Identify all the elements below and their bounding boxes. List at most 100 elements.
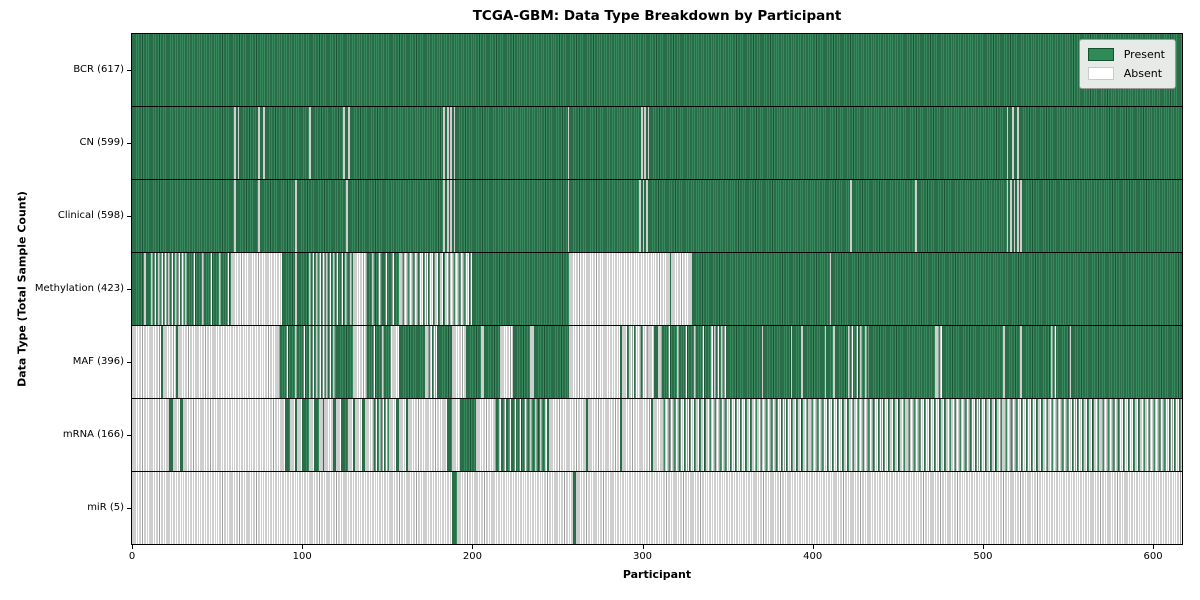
segment-cn-127-128 (348, 107, 351, 179)
segment-methylation-411-617 (831, 253, 1182, 325)
segment-mrna-97-100 (297, 399, 303, 471)
segment-cn-78-104 (264, 107, 310, 179)
segment-mrna-267-268 (586, 399, 589, 471)
segment-cn-256-257 (567, 107, 570, 179)
row-maf (132, 325, 1182, 398)
segment-maf-130-137 (353, 326, 366, 398)
segment-methylation-11-31 (150, 253, 186, 325)
segment-mrna-90-93 (285, 399, 291, 471)
segment-clinical-74-75 (257, 180, 260, 252)
segment-maf-407-408 (824, 326, 827, 398)
x-tick-label-100: 100 (292, 551, 312, 562)
segment-mrna-96-97 (295, 399, 298, 471)
segment-maf-512-513 (1003, 326, 1006, 398)
row-clinical (132, 179, 1182, 252)
segment-clinical-127-183 (348, 180, 444, 252)
segment-mrna-118-120 (332, 399, 337, 471)
segment-clinical-75-96 (259, 180, 296, 252)
segment-maf-257-287 (569, 326, 621, 398)
segment-cn-77-78 (263, 107, 266, 179)
segment-methylation-7-8 (143, 253, 146, 325)
segment-cn-104-105 (308, 107, 311, 179)
x-tick-mark-500 (982, 545, 984, 549)
segment-maf-387-388 (790, 326, 793, 398)
legend-label-present: Present (1123, 48, 1165, 61)
segment-cn-518-520 (1013, 107, 1018, 179)
segment-maf-513-522 (1005, 326, 1021, 398)
segment-mrna-202-213 (475, 399, 495, 471)
legend-label-absent: Absent (1123, 67, 1163, 80)
segment-mir-0-188 (132, 472, 453, 544)
x-axis-label: Participant (622, 568, 692, 581)
segment-mrna-306-310 (652, 399, 660, 471)
segment-cn-125-127 (344, 107, 349, 179)
segment-maf-544-551 (1057, 326, 1070, 398)
legend: Present Absent (1078, 39, 1176, 89)
segment-maf-394-407 (802, 326, 825, 398)
segment-bcr-0-617 (132, 34, 1182, 106)
segment-methylation-200-257 (472, 253, 570, 325)
segment-clinical-188-189 (451, 180, 454, 252)
segment-mrna-287-288 (620, 399, 623, 471)
segment-cn-185-186 (446, 107, 449, 179)
row-methylation (132, 252, 1182, 325)
segment-mrna-162-185 (407, 399, 448, 471)
segment-cn-75-77 (259, 107, 264, 179)
x-tick-label-400: 400 (803, 551, 823, 562)
segment-mrna-22-24 (169, 399, 174, 471)
segment-clinical-517-518 (1011, 180, 1014, 252)
segment-mrna-30-90 (183, 399, 286, 471)
segment-mir-259-261 (572, 472, 577, 544)
segment-maf-216-224 (499, 326, 514, 398)
segment-mir-191-259 (457, 472, 574, 544)
y-tick-label-bcr: BCR (617) (73, 63, 124, 75)
segment-mrna-0-22 (132, 399, 170, 471)
y-tick-label-maf: MAF (396) (72, 356, 124, 368)
segment-mir-261-617 (576, 472, 1182, 544)
segment-cn-0-60 (132, 107, 235, 179)
segment-cn-520-521 (1016, 107, 1019, 179)
segment-methylation-329-410 (691, 253, 830, 325)
segment-mrna-213-245 (494, 399, 550, 471)
plot-area: Present Absent (131, 33, 1183, 545)
segment-clinical-97-126 (297, 180, 347, 252)
segment-cn-302-303 (645, 107, 648, 179)
segment-clinical-519-520 (1015, 180, 1018, 252)
segment-clinical-422-423 (850, 180, 853, 252)
segment-clinical-301-302 (644, 180, 647, 252)
segment-clinical-520-521 (1016, 180, 1019, 252)
segment-maf-413-421 (834, 326, 849, 398)
segment-clinical-184-185 (445, 180, 448, 252)
segment-methylation-31-58 (184, 253, 231, 325)
segment-maf-288-303 (622, 326, 648, 398)
y-tick-label-mir: miR (5) (87, 502, 124, 514)
segment-clinical-299-300 (640, 180, 643, 252)
segment-cn-517-518 (1011, 107, 1014, 179)
heatmap-rows (132, 34, 1182, 544)
segment-mrna-28-30 (179, 399, 184, 471)
segment-cn-124-125 (343, 107, 346, 179)
segment-maf-551-552 (1069, 326, 1072, 398)
segment-clinical-189-190 (453, 180, 456, 252)
y-tick-label-clinical: Clinical (598) (57, 209, 124, 221)
segment-cn-304-514 (649, 107, 1007, 179)
segment-mrna-188-193 (451, 399, 461, 471)
legend-item-present: Present (1087, 48, 1165, 61)
segment-maf-522-523 (1020, 326, 1023, 398)
segment-maf-207-216 (484, 326, 500, 398)
segment-maf-17-18 (160, 326, 163, 398)
segment-clinical-256-257 (567, 180, 570, 252)
segment-mrna-131-135 (354, 399, 363, 471)
x-tick-label-500: 500 (973, 551, 993, 562)
segment-cn-257-299 (569, 107, 642, 179)
segment-cn-183-184 (443, 107, 446, 179)
x-tick-mark-0 (132, 545, 133, 549)
segment-methylation-8-11 (145, 253, 152, 325)
y-tick-mark-bcr (127, 69, 131, 71)
segment-maf-388-393 (792, 326, 802, 398)
segment-mrna-135-137 (361, 399, 366, 471)
segment-clinical-515-516 (1008, 180, 1011, 252)
segment-maf-287-288 (620, 326, 623, 398)
segment-clinical-186-187 (448, 180, 451, 252)
